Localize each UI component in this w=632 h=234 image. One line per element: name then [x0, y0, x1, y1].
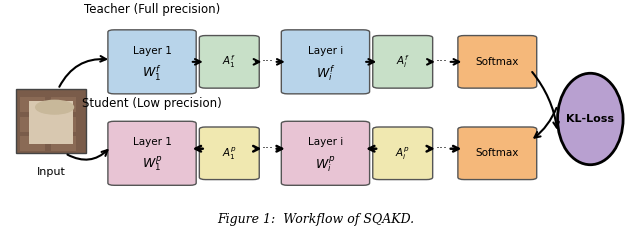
FancyBboxPatch shape	[108, 30, 196, 94]
Bar	[20, 97, 45, 112]
Text: Layer i: Layer i	[308, 46, 343, 56]
FancyBboxPatch shape	[199, 36, 259, 88]
Text: $W_1^f$: $W_1^f$	[142, 63, 162, 83]
Text: Layer 1: Layer 1	[133, 137, 171, 147]
Text: Input: Input	[37, 167, 66, 177]
Text: Softmax: Softmax	[476, 148, 519, 158]
Bar	[20, 117, 45, 132]
Bar	[16, 89, 86, 153]
Ellipse shape	[557, 73, 623, 165]
Text: $A_1^f$: $A_1^f$	[222, 53, 236, 70]
FancyBboxPatch shape	[458, 36, 537, 88]
FancyBboxPatch shape	[199, 127, 259, 179]
Text: $W_1^p$: $W_1^p$	[142, 155, 162, 174]
Bar	[51, 136, 76, 151]
Text: ···: ···	[436, 55, 448, 68]
Text: $A_i^f$: $A_i^f$	[396, 53, 410, 70]
FancyBboxPatch shape	[281, 30, 370, 94]
Text: KL-Loss: KL-Loss	[566, 114, 614, 124]
Bar	[51, 117, 76, 132]
Text: $W_i^p$: $W_i^p$	[315, 154, 336, 174]
Text: Softmax: Softmax	[476, 57, 519, 67]
Text: Figure 1:  Workflow of SQAKD.: Figure 1: Workflow of SQAKD.	[217, 213, 415, 227]
Text: Layer i: Layer i	[308, 137, 343, 147]
Text: $A_i^p$: $A_i^p$	[396, 145, 410, 161]
FancyBboxPatch shape	[458, 127, 537, 179]
Text: ···: ···	[262, 142, 274, 155]
Text: Student (Low precision): Student (Low precision)	[82, 97, 222, 110]
FancyBboxPatch shape	[373, 127, 433, 179]
Circle shape	[35, 100, 73, 114]
FancyBboxPatch shape	[373, 36, 433, 88]
Text: $W_i^f$: $W_i^f$	[316, 63, 335, 83]
Bar	[51, 97, 76, 112]
Text: ···: ···	[436, 142, 448, 155]
Bar	[20, 136, 45, 151]
FancyBboxPatch shape	[281, 121, 370, 185]
Text: ···: ···	[262, 55, 274, 68]
FancyBboxPatch shape	[108, 121, 196, 185]
Text: $A_1^p$: $A_1^p$	[222, 145, 236, 161]
Bar	[29, 101, 73, 144]
Text: Teacher (Full precision): Teacher (Full precision)	[84, 3, 220, 16]
Text: Layer 1: Layer 1	[133, 46, 171, 56]
